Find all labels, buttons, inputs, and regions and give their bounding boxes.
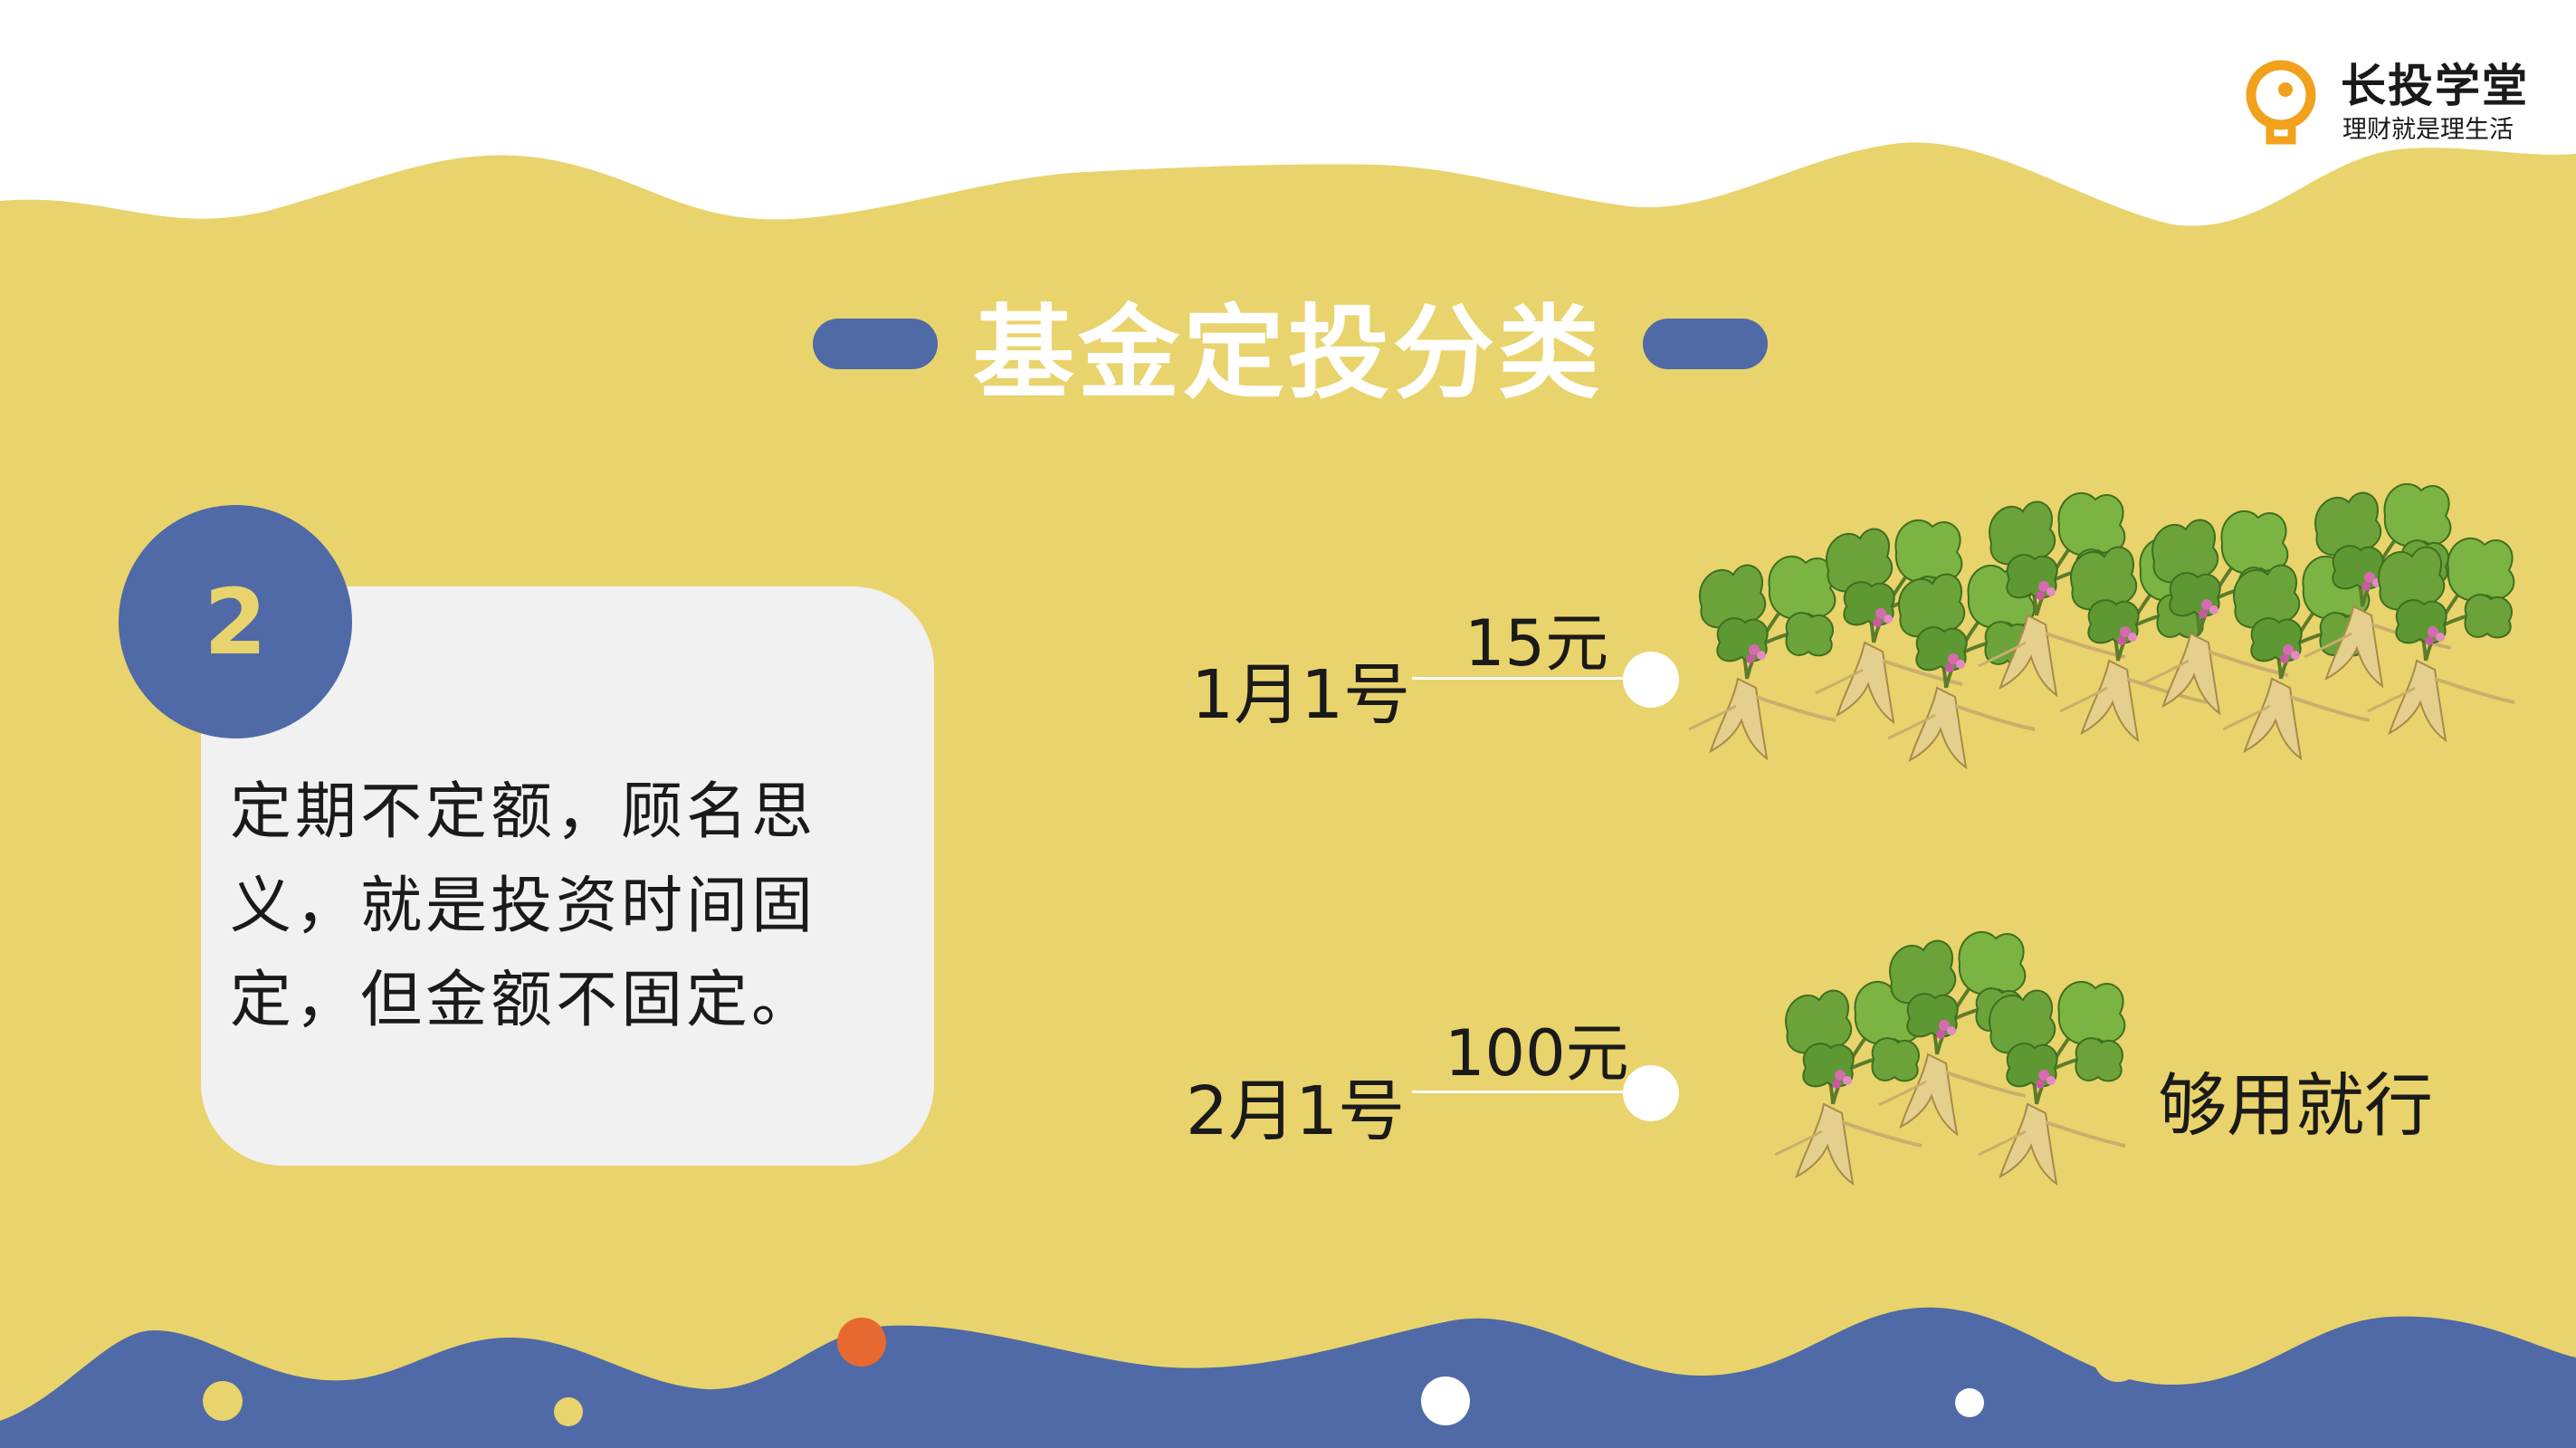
title-decor-right — [1643, 319, 1768, 369]
ginseng-plant-icon — [1687, 554, 1837, 760]
timeline-line-2 — [1412, 1091, 1651, 1093]
section-number-badge: 2 — [119, 505, 352, 738]
description-text: 定期不定额，顾名思义，就是投资时间固定，但金额不固定。 — [230, 776, 817, 1036]
decor-dot-white-1 — [1421, 1377, 1470, 1425]
decor-dot-yellow-2 — [554, 1397, 583, 1426]
timeline-date-1: 1月1号 — [1191, 656, 1411, 734]
brand-logo: 长投学堂 理财就是理生活 — [2243, 50, 2533, 149]
blue-wave-area — [0, 1307, 2576, 1448]
decor-dot-yellow-1 — [203, 1381, 243, 1421]
brand-name: 长投学堂 — [2341, 60, 2529, 112]
section-number: 2 — [204, 568, 267, 675]
lightbulb-icon — [2246, 60, 2316, 145]
decor-dot-yellow-3 — [2094, 1333, 2142, 1382]
timeline-line-1 — [1412, 677, 1651, 680]
decor-dot-white-2 — [1955, 1388, 1984, 1417]
timeline-dot-1 — [1623, 652, 1679, 708]
note-text: 够用就行 — [2158, 1065, 2433, 1146]
title-decor-left — [813, 319, 938, 369]
ginseng-plant-icon — [1977, 979, 2127, 1186]
decor-dot-orange — [837, 1318, 886, 1367]
timeline-dot-2 — [1623, 1065, 1679, 1121]
page-title: 基金定投分类 — [973, 295, 1603, 413]
brand-tagline: 理财就是理生活 — [2342, 116, 2514, 144]
timeline-date-2: 2月1号 — [1186, 1072, 1406, 1150]
ginseng-plants-row-1 — [1687, 481, 2516, 769]
ginseng-plant-icon — [1773, 979, 1923, 1186]
timeline-amount-2: 100元 — [1445, 1016, 1629, 1091]
ginseng-plants-row-2 — [1773, 929, 2127, 1186]
ginseng-plant-icon — [2366, 536, 2516, 742]
timeline-amount-1: 15元 — [1465, 606, 1609, 681]
